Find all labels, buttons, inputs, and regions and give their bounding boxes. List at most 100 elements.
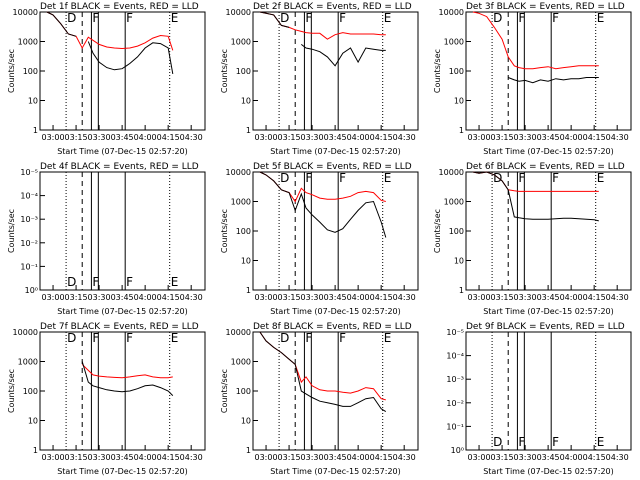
x-tick-label: 03:15 <box>491 453 514 462</box>
y-tick-label: 1000 <box>444 198 464 207</box>
y-tick-label: 1 <box>33 446 38 455</box>
y-tick-label: 100 <box>236 387 251 396</box>
series-line <box>472 171 599 222</box>
y-tick-label: 10 <box>241 417 251 426</box>
y-tick-label: 1000 <box>18 38 38 47</box>
event-marker-label: F <box>126 11 133 25</box>
y-axis-label: Counts/sec <box>433 49 442 93</box>
y-tick-label: 10⁻⁴ <box>446 352 464 361</box>
x-tick-label: 03:45 <box>537 293 560 302</box>
x-tick-label: 03:30 <box>301 453 324 462</box>
panel-title: Det 9f BLACK = Events, RED = LLD <box>466 322 625 332</box>
x-tick-label: 03:30 <box>514 293 537 302</box>
y-tick-label: 100 <box>449 67 464 76</box>
x-axis-label: Start Time (07-Dec-15 02:57:20) <box>483 147 614 156</box>
event-marker-label: F <box>552 171 559 185</box>
y-tick-label: 10 <box>454 97 464 106</box>
x-tick-label: 03:30 <box>301 133 324 142</box>
y-tick-label: 1000 <box>231 38 251 47</box>
y-tick-label: 100 <box>23 387 38 396</box>
x-tick-label: 04:00 <box>347 453 370 462</box>
series-line <box>81 361 174 396</box>
series-line <box>259 331 387 413</box>
event-marker-label: F <box>339 11 346 25</box>
x-tick-label: 04:00 <box>134 293 157 302</box>
y-tick-label: 1 <box>33 126 38 135</box>
plot-frame <box>465 11 632 131</box>
x-tick-label: 04:30 <box>606 293 629 302</box>
y-tick-label: 10⁻¹ <box>20 262 38 271</box>
y-tick-label: 100 <box>236 67 251 76</box>
x-tick-label: 04:15 <box>370 133 393 142</box>
event-marker-label: E <box>171 275 179 289</box>
event-marker-label: E <box>597 11 605 25</box>
x-tick-label: 03:00 <box>255 133 278 142</box>
event-marker-label: D <box>67 11 76 25</box>
event-marker-label: E <box>597 435 605 449</box>
plot-frame <box>39 331 206 451</box>
series-line <box>81 364 173 379</box>
x-axis-label: Start Time (07-Dec-15 02:57:20) <box>270 307 401 316</box>
x-tick-label: 04:00 <box>134 133 157 142</box>
y-axis-label: Counts/sec <box>433 209 442 253</box>
x-tick-label: 04:15 <box>583 453 606 462</box>
event-marker-label: D <box>67 331 76 345</box>
y-tick-label: 10⁰ <box>451 446 464 455</box>
x-tick-label: 04:15 <box>370 293 393 302</box>
event-marker-label: E <box>597 171 605 185</box>
y-axis-label: Counts/sec <box>220 209 229 253</box>
x-tick-label: 03:45 <box>324 453 347 462</box>
panel-title: Det 4f BLACK = Events, RED = LLD <box>40 162 199 172</box>
x-tick-label: 03:45 <box>111 133 134 142</box>
x-tick-label: 04:30 <box>606 133 629 142</box>
y-tick-label: 10000 <box>439 168 464 177</box>
plot-frame <box>465 331 632 451</box>
x-tick-label: 04:15 <box>370 453 393 462</box>
x-tick-label: 03:00 <box>468 453 491 462</box>
event-marker-label: D <box>493 11 502 25</box>
x-tick-label: 04:30 <box>393 453 416 462</box>
x-tick-label: 04:00 <box>560 453 583 462</box>
panel-title: Det 8f BLACK = Events, RED = LLD <box>253 322 412 332</box>
y-tick-label: 10⁻² <box>20 239 38 248</box>
x-tick-label: 03:15 <box>65 453 88 462</box>
series-line <box>472 11 599 70</box>
panel-title: Det 7f BLACK = Events, RED = LLD <box>40 322 199 332</box>
x-tick-label: 04:15 <box>583 293 606 302</box>
y-tick-label: 1000 <box>231 358 251 367</box>
series-line <box>259 11 386 40</box>
y-tick-label: 10⁻⁴ <box>20 192 38 201</box>
y-tick-label: 1000 <box>444 38 464 47</box>
y-tick-label: 10⁻³ <box>20 215 38 224</box>
y-tick-label: 10000 <box>226 168 251 177</box>
series-line <box>259 11 386 67</box>
x-tick-label: 04:15 <box>157 293 180 302</box>
series-line <box>259 171 387 238</box>
x-tick-label: 03:15 <box>278 453 301 462</box>
x-tick-label: 03:15 <box>278 293 301 302</box>
event-marker-label: F <box>92 11 99 25</box>
y-tick-label: 10⁻¹ <box>446 422 464 431</box>
event-marker-label: F <box>92 275 99 289</box>
x-tick-label: 04:30 <box>606 453 629 462</box>
event-marker-label: F <box>305 331 312 345</box>
event-marker-label: E <box>384 331 392 345</box>
y-tick-label: 1 <box>459 126 464 135</box>
y-tick-label: 10 <box>241 97 251 106</box>
series-line <box>46 11 174 74</box>
x-tick-label: 04:30 <box>180 133 203 142</box>
y-tick-label: 10⁰ <box>25 286 38 295</box>
event-marker-label: E <box>384 171 392 185</box>
panel-title: Det 5f BLACK = Events, RED = LLD <box>253 162 412 172</box>
y-tick-label: 1 <box>246 126 251 135</box>
event-marker-label: F <box>552 435 559 449</box>
x-tick-label: 03:00 <box>42 133 65 142</box>
x-tick-label: 03:30 <box>301 293 324 302</box>
event-marker-label: F <box>518 11 525 25</box>
x-tick-label: 03:45 <box>537 133 560 142</box>
x-tick-label: 03:00 <box>42 453 65 462</box>
x-tick-label: 04:15 <box>157 453 180 462</box>
event-marker-label: D <box>280 331 289 345</box>
event-marker-label: D <box>280 11 289 25</box>
x-tick-label: 03:00 <box>468 133 491 142</box>
